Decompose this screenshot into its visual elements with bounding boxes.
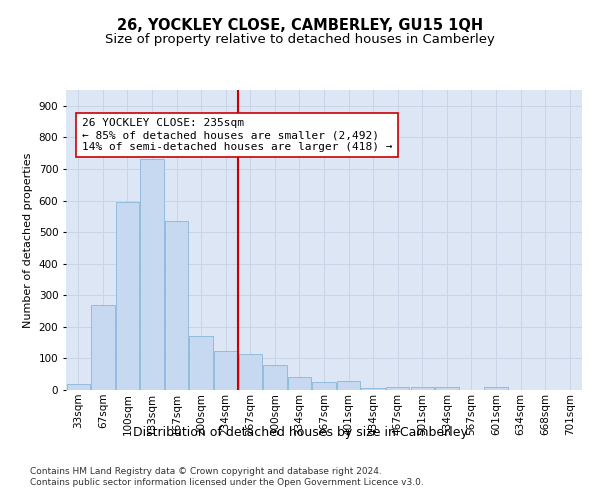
Y-axis label: Number of detached properties: Number of detached properties xyxy=(23,152,33,328)
Bar xyxy=(410,387,434,390)
Bar xyxy=(214,350,238,390)
Bar xyxy=(263,364,287,390)
Bar xyxy=(140,160,164,390)
Text: 26 YOCKLEY CLOSE: 235sqm
← 85% of detached houses are smaller (2,492)
14% of sem: 26 YOCKLEY CLOSE: 235sqm ← 85% of detach… xyxy=(82,118,392,152)
Text: Size of property relative to detached houses in Camberley: Size of property relative to detached ho… xyxy=(105,32,495,46)
Bar xyxy=(386,387,409,390)
Text: 26, YOCKLEY CLOSE, CAMBERLEY, GU15 1QH: 26, YOCKLEY CLOSE, CAMBERLEY, GU15 1QH xyxy=(117,18,483,32)
Bar xyxy=(91,304,115,390)
Bar xyxy=(361,388,385,390)
Bar xyxy=(484,387,508,390)
Text: Contains HM Land Registry data © Crown copyright and database right 2024.
Contai: Contains HM Land Registry data © Crown c… xyxy=(30,468,424,487)
Bar xyxy=(435,387,458,390)
Bar xyxy=(116,202,139,390)
Bar xyxy=(67,384,90,390)
Bar xyxy=(239,354,262,390)
Text: Distribution of detached houses by size in Camberley: Distribution of detached houses by size … xyxy=(133,426,467,439)
Bar xyxy=(165,221,188,390)
Bar xyxy=(337,380,360,390)
Bar xyxy=(288,378,311,390)
Bar xyxy=(190,336,213,390)
Bar xyxy=(313,382,335,390)
